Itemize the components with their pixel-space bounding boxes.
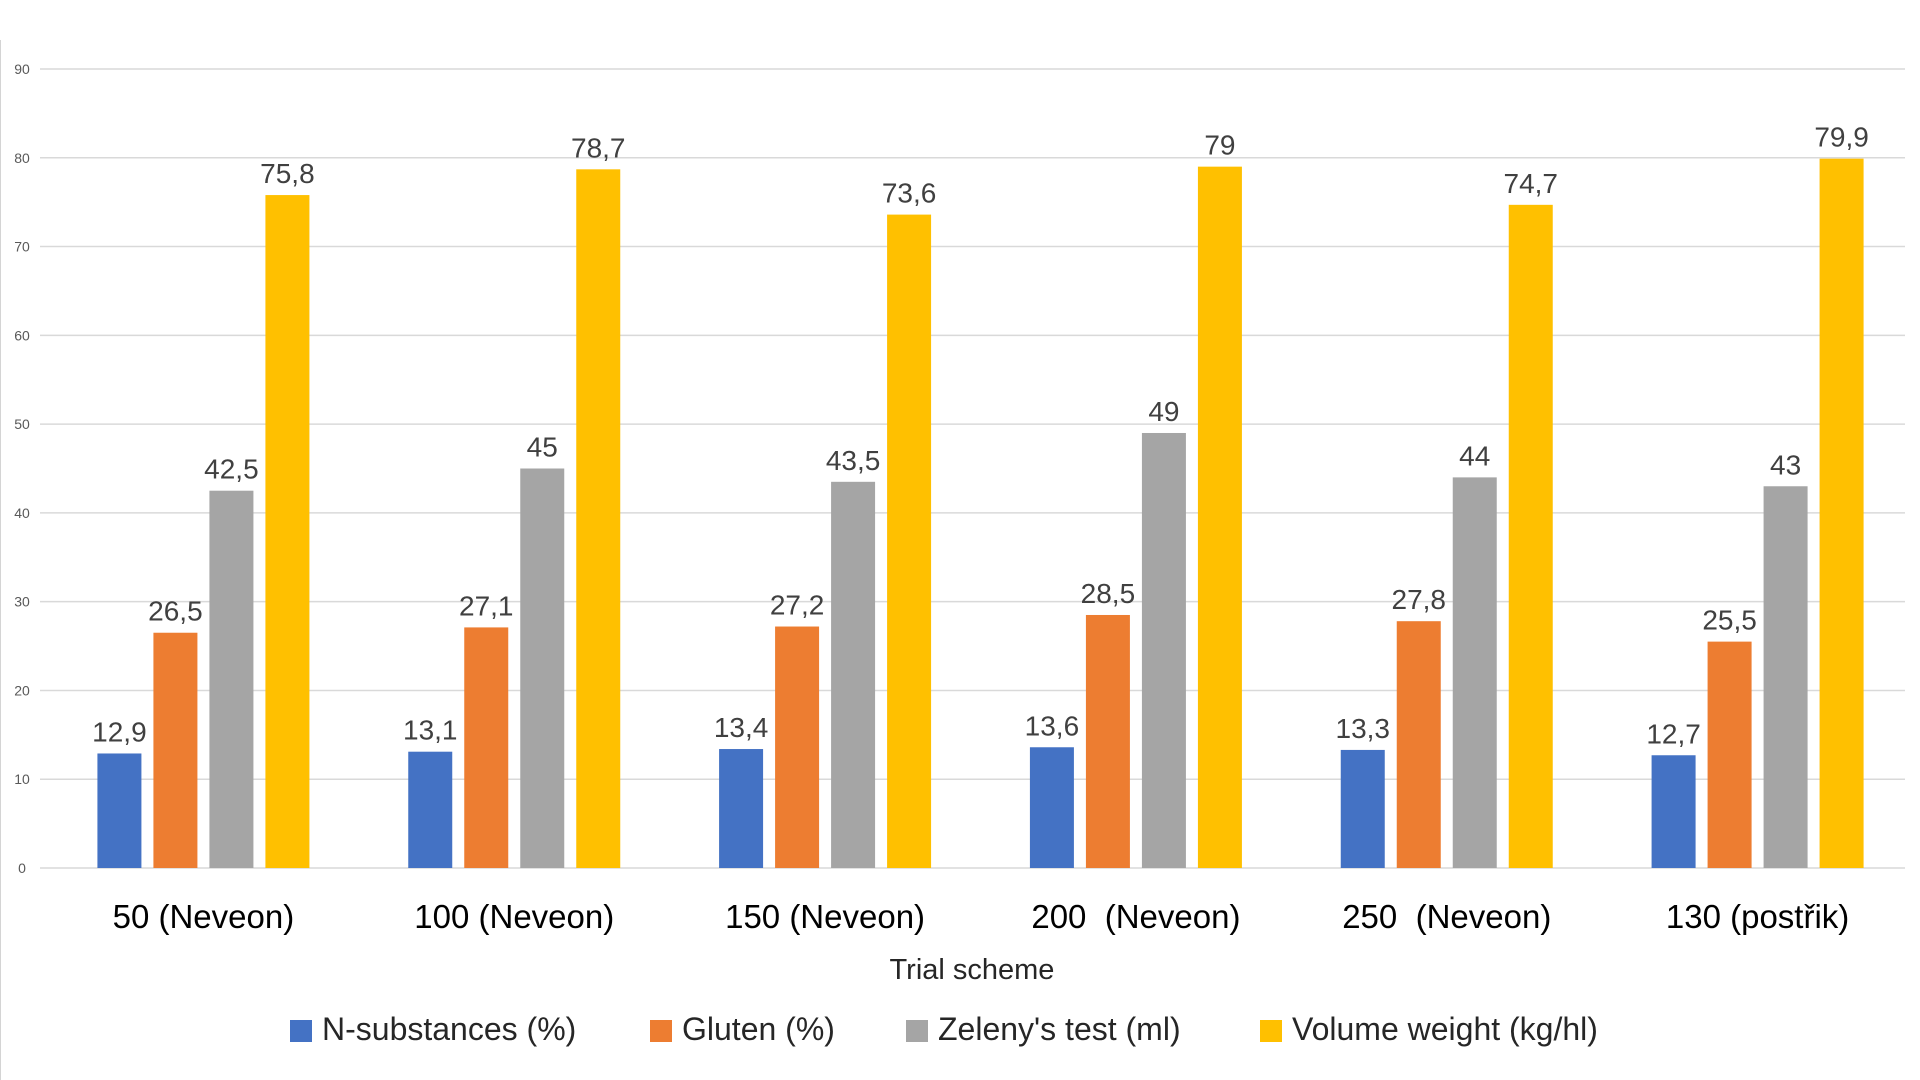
data-labels: 12,9 26,5 42,5 75,8 13,1 27,1 45 78,7 13,4 27,2 43… xyxy=(92,122,1869,750)
legend-item: N-substances (%) xyxy=(290,1011,576,1047)
x-category-label: 200 (Neveon) xyxy=(1031,898,1240,935)
data-label: 25,5 xyxy=(1702,605,1757,636)
x-category-label: 250 (Neveon) xyxy=(1342,898,1551,935)
bars xyxy=(97,158,1864,869)
bar xyxy=(831,481,876,868)
bar xyxy=(1029,747,1074,868)
chart-frame-edge xyxy=(0,40,1,1080)
bar xyxy=(464,627,509,868)
legend-label: Zeleny's test (ml) xyxy=(938,1011,1181,1047)
bar xyxy=(887,214,932,868)
bar xyxy=(97,753,142,868)
data-label: 74,7 xyxy=(1504,168,1559,199)
bar xyxy=(1707,641,1752,868)
data-label: 27,2 xyxy=(770,590,825,621)
legend-swatch xyxy=(650,1020,672,1042)
legend-label: N-substances (%) xyxy=(322,1011,576,1047)
data-label: 12,9 xyxy=(92,716,147,747)
data-label: 43,5 xyxy=(826,445,881,476)
bar xyxy=(1141,432,1186,868)
y-tick-label: 60 xyxy=(14,327,30,343)
y-tick-label: 0 xyxy=(18,860,26,876)
y-tick-label: 90 xyxy=(14,61,30,77)
data-label: 79 xyxy=(1204,130,1235,161)
bar xyxy=(775,626,820,868)
data-label: 49 xyxy=(1148,396,1179,427)
y-tick-label: 30 xyxy=(14,594,30,610)
data-label: 28,5 xyxy=(1081,578,1136,609)
bar xyxy=(576,169,621,868)
y-axis-ticks: 0 10 20 30 40 50 60 70 80 90 xyxy=(14,61,30,876)
bar xyxy=(719,749,764,868)
x-axis-categories: 50 (Neveon) 100 (Neveon) 150 (Neveon) 200 (… xyxy=(113,898,1850,935)
x-category-label: 50 (Neveon) xyxy=(113,898,295,935)
bar xyxy=(1651,755,1696,868)
y-tick-label: 20 xyxy=(14,682,30,698)
bar xyxy=(1340,749,1385,868)
bar xyxy=(265,195,310,868)
bar xyxy=(1085,614,1130,868)
legend-label: Gluten (%) xyxy=(682,1011,835,1047)
bar xyxy=(209,490,254,868)
legend: N-substances (%) Gluten (%) Zeleny's test … xyxy=(290,1011,1598,1047)
bar xyxy=(1452,477,1497,868)
data-label: 73,6 xyxy=(882,178,937,209)
bar xyxy=(1396,621,1441,868)
data-label: 44 xyxy=(1459,440,1490,471)
x-axis-title: Trial scheme xyxy=(890,954,1055,986)
data-label: 78,7 xyxy=(571,132,626,163)
y-tick-label: 50 xyxy=(14,416,30,432)
data-label: 13,3 xyxy=(1336,713,1391,744)
x-category-label: 100 (Neveon) xyxy=(414,898,614,935)
gridlines xyxy=(40,68,1905,869)
y-tick-label: 10 xyxy=(14,771,30,787)
data-label: 13,1 xyxy=(403,715,458,746)
bar xyxy=(153,632,198,868)
data-label: 13,4 xyxy=(714,712,769,743)
data-label: 43 xyxy=(1770,449,1801,480)
bar xyxy=(1197,166,1242,869)
legend-item: Gluten (%) xyxy=(650,1011,835,1047)
y-tick-label: 80 xyxy=(14,150,30,166)
data-label: 45 xyxy=(527,432,558,463)
x-category-label: 130 (postřik) xyxy=(1666,898,1849,935)
data-label: 12,7 xyxy=(1646,718,1701,749)
data-label: 13,6 xyxy=(1025,710,1080,741)
bar xyxy=(1508,204,1553,868)
legend-swatch xyxy=(906,1020,928,1042)
legend-item: Volume weight (kg/hl) xyxy=(1260,1011,1598,1047)
data-label: 27,1 xyxy=(459,590,514,621)
y-tick-label: 70 xyxy=(14,239,30,255)
bar xyxy=(520,468,565,868)
legend-swatch xyxy=(1260,1020,1282,1042)
data-label: 42,5 xyxy=(204,454,259,485)
x-category-label: 150 (Neveon) xyxy=(725,898,925,935)
legend-item: Zeleny's test (ml) xyxy=(906,1011,1181,1047)
data-label: 26,5 xyxy=(148,596,203,627)
bar xyxy=(408,751,453,868)
bar xyxy=(1819,158,1864,869)
data-label: 27,8 xyxy=(1392,584,1447,615)
legend-swatch xyxy=(290,1020,312,1042)
legend-label: Volume weight (kg/hl) xyxy=(1292,1011,1598,1047)
data-label: 75,8 xyxy=(260,158,315,189)
y-tick-label: 40 xyxy=(14,505,30,521)
bar xyxy=(1763,486,1808,868)
data-label: 79,9 xyxy=(1814,122,1869,153)
